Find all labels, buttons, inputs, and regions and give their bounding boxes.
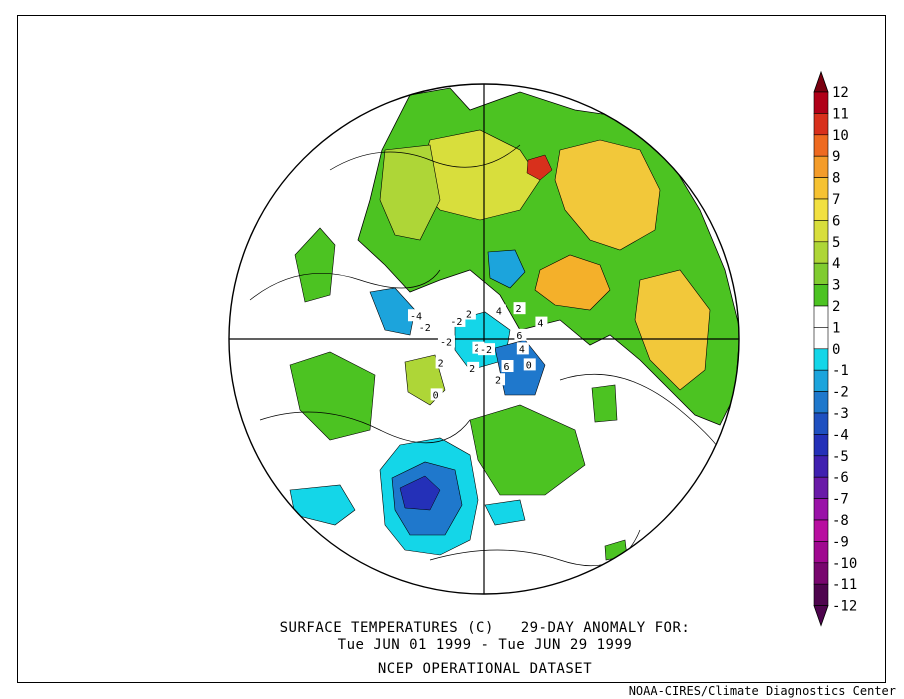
contour-label-bg	[514, 328, 527, 341]
warm-patch-greenland	[469, 404, 586, 496]
credit-text: NOAA-CIRES/Climate Diagnostics Center	[628, 684, 896, 698]
colorbar-label: -1	[832, 363, 849, 379]
warm-patch-pacific	[289, 351, 376, 441]
title-line-2: Tue JUN 01 1999 - Tue JUN 29 1999	[337, 637, 633, 653]
warm-core-central-asia	[534, 254, 611, 311]
contour-label-bg	[516, 342, 529, 355]
cool-patch-atlantic	[484, 499, 526, 526]
colorbar-label: 5	[832, 235, 840, 251]
contour-line	[259, 411, 471, 444]
colorbar-label: -11	[832, 577, 857, 593]
colorbar-label: 0	[832, 342, 840, 358]
contour-label: 6	[504, 362, 510, 373]
anomaly-fields	[289, 87, 739, 561]
contour-label: 4	[496, 306, 502, 317]
warm-core-siberia	[554, 139, 661, 251]
warm-hot-spot	[526, 154, 553, 181]
colorbar-label: 8	[832, 171, 840, 187]
colorbar-label: -4	[832, 427, 849, 443]
contour-label-bg	[501, 360, 514, 373]
contour-label: 4	[519, 344, 525, 355]
contour-label-bg	[467, 361, 480, 374]
colorbar-label: 2	[832, 299, 840, 315]
colorbar-label: 10	[832, 128, 849, 144]
contour-label: 2	[469, 364, 475, 375]
contour-label-bg	[407, 309, 425, 322]
contour-label: 2	[438, 358, 444, 369]
colorbar-label: 6	[832, 213, 840, 229]
contour-label-bg	[513, 302, 526, 315]
colorbar-label: -8	[832, 513, 849, 529]
colorbar-label: 11	[832, 106, 849, 122]
colorbar-label: -6	[832, 470, 849, 486]
colorbar-label: -2	[832, 385, 849, 401]
contour-label: 2	[516, 304, 522, 315]
plot-frame	[17, 15, 886, 683]
contour-label: 2	[466, 310, 472, 321]
colorbar-label: 9	[832, 149, 840, 165]
colorbar-label: 7	[832, 192, 840, 208]
cool-anomaly-alaska-sea	[369, 287, 416, 336]
contour-label-bg	[535, 316, 548, 329]
contour-label: 2	[474, 344, 480, 355]
contour-label-bg	[437, 335, 455, 348]
cool-anomaly-barents	[487, 249, 526, 289]
contour-label-bg	[493, 373, 506, 386]
colorbar-label: 3	[832, 278, 840, 294]
contour-line	[249, 269, 441, 301]
contour-label: -2	[440, 338, 452, 349]
contour-label: -2	[419, 323, 431, 334]
contour-label: 0	[433, 390, 439, 401]
contour-label: -4	[410, 311, 422, 322]
title-line-3: NCEP OPERATIONAL DATASET	[377, 661, 593, 677]
colorbar-label: -3	[832, 406, 849, 422]
contour-label-bg	[463, 307, 476, 320]
contour-label-bg	[435, 356, 448, 369]
contour-line	[329, 144, 521, 171]
contour-label-bg	[416, 321, 434, 334]
contour-label: -2	[450, 317, 462, 328]
contour-label-bg	[523, 358, 536, 371]
contour-label-bg	[448, 314, 466, 327]
colorbar-label: 1	[832, 320, 840, 336]
map-disc-border	[228, 83, 740, 595]
title-line-1: SURFACE TEMPERATURES (C) 29-DAY ANOMALY …	[279, 620, 691, 636]
warm-core-east-asia	[634, 269, 711, 391]
contour-label: 4	[537, 319, 543, 330]
contour-label-bg	[430, 388, 443, 401]
contour-label-bg	[493, 304, 506, 317]
warm-patch-atlantic	[294, 227, 336, 303]
colorbar-label: -10	[832, 556, 857, 572]
colorbar-label: 12	[832, 85, 849, 101]
colorbar-label: -12	[832, 599, 857, 615]
colorbar-label: -9	[832, 534, 849, 550]
colorbar-bottom-arrow	[813, 605, 829, 627]
contour-label: 6	[516, 331, 522, 342]
colorbar-label: 4	[832, 256, 840, 272]
contour-label-bg	[478, 343, 495, 356]
colorbar: 1211109876543210-1-2-3-4-5-6-7-8-9-10-11…	[813, 70, 857, 627]
contour-label: 2	[495, 375, 501, 386]
colorbar-label: -7	[832, 492, 849, 508]
colorbar-label: -5	[832, 449, 849, 465]
warm-patch-n-atlantic	[591, 384, 618, 423]
contour-label: -2	[480, 345, 492, 356]
cool-deep-us	[399, 475, 441, 511]
contour-label: 0	[526, 360, 532, 371]
warm-core-europe	[379, 144, 441, 241]
cool-anomaly-canada	[494, 339, 546, 396]
